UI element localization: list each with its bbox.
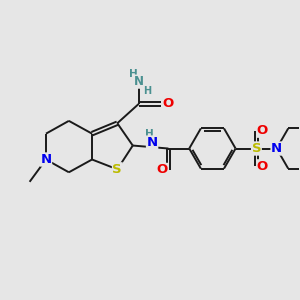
Text: N: N — [146, 136, 158, 149]
Text: H: H — [145, 129, 154, 139]
Text: N: N — [40, 153, 52, 166]
Text: N: N — [134, 75, 144, 88]
Text: O: O — [162, 98, 173, 110]
Text: O: O — [257, 160, 268, 173]
Text: O: O — [156, 164, 167, 176]
Text: O: O — [257, 124, 268, 137]
Text: H: H — [129, 69, 138, 79]
Text: N: N — [271, 142, 282, 155]
Text: S: S — [252, 142, 261, 155]
Text: S: S — [112, 163, 122, 176]
Text: H: H — [144, 85, 152, 96]
